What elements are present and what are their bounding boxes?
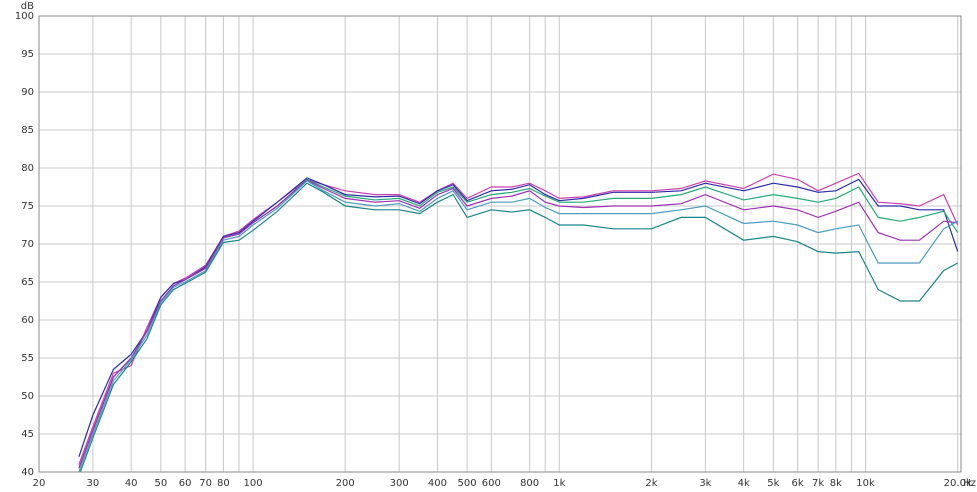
x-tick-label: 7k <box>812 478 824 489</box>
plot-border <box>38 15 962 473</box>
x-tick-label: 6k <box>792 478 804 489</box>
y-tick-label: 75 <box>21 201 34 212</box>
grid <box>38 15 961 473</box>
response-curve <box>78 179 958 469</box>
x-tick-label: 1k <box>553 478 565 489</box>
y-tick-label: 70 <box>21 239 34 250</box>
y-tick-label: 45 <box>21 429 34 440</box>
x-tick-label: 4k <box>738 478 750 489</box>
curves <box>78 172 959 472</box>
response-curve <box>79 182 959 472</box>
response-curve <box>78 180 959 472</box>
x-tick-label: 20.0k <box>944 478 972 489</box>
x-tick-label: 50 <box>154 478 167 489</box>
y-tick-label: 90 <box>21 87 34 98</box>
response-curve <box>78 172 959 465</box>
y-tick-label: 40 <box>21 467 34 478</box>
y-tick-label: 55 <box>21 353 34 364</box>
x-tick-label: 800 <box>520 478 539 489</box>
x-tick-label: 70 <box>199 478 212 489</box>
x-tick-label: 60 <box>179 478 192 489</box>
x-tick-label: 400 <box>428 478 447 489</box>
y-tick-label: 50 <box>21 391 34 402</box>
y-unit: dB <box>21 1 34 12</box>
x-tick-label: 500 <box>458 478 477 489</box>
x-tick-label: 8k <box>830 478 842 489</box>
x-tick-label: 300 <box>390 478 409 489</box>
x-tick-label: 200 <box>336 478 355 489</box>
y-tick-label: 60 <box>21 315 34 326</box>
x-tick-label: 600 <box>482 478 501 489</box>
x-tick-label: 2k <box>645 478 657 489</box>
y-tick-label: 95 <box>21 49 34 60</box>
y-tick-label: 80 <box>21 163 34 174</box>
x-tick-label: 100 <box>244 478 263 489</box>
x-tick-label: 80 <box>217 478 230 489</box>
x-tick-label: 30 <box>87 478 100 489</box>
y-tick-label: 85 <box>21 125 34 136</box>
y-tick-label: 100 <box>15 11 34 22</box>
x-tick-label: 5k <box>767 478 779 489</box>
y-tick-label: 65 <box>21 277 34 288</box>
x-tick-label: 10k <box>856 478 875 489</box>
x-tick-label: 40 <box>125 478 138 489</box>
x-unit: Hz <box>963 478 976 489</box>
x-tick-label: 3k <box>699 478 711 489</box>
x-tick-label: 20 <box>33 478 46 489</box>
